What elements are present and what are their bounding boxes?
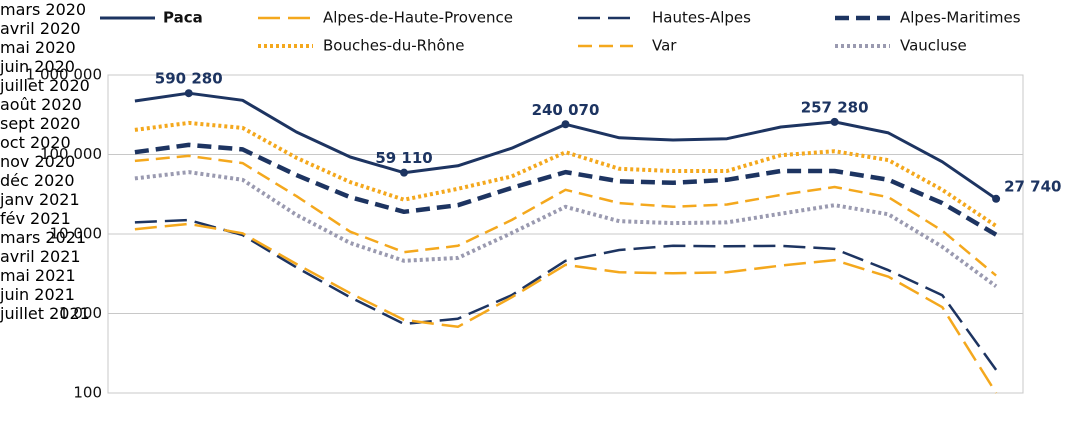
x-tick-label: avril 2021 — [0, 247, 81, 266]
legend-label: Paca — [163, 9, 203, 27]
x-tick-label: fév 2021 — [0, 209, 71, 228]
legend-label: Alpes-de-Haute-Provence — [323, 9, 513, 27]
data-label: 257 280 — [801, 98, 869, 116]
data-point — [992, 194, 1001, 203]
data-point — [184, 89, 193, 98]
x-tick-label: juillet 2021 — [0, 304, 90, 323]
legend-label: Alpes-Maritimes — [900, 9, 1021, 27]
series-line — [134, 142, 998, 237]
series-line — [134, 170, 998, 288]
data-label: 27 740 — [1004, 177, 1061, 195]
plot-frame — [107, 74, 1024, 394]
x-tick-label: déc 2020 — [0, 171, 75, 190]
series-line — [134, 218, 998, 371]
data-point — [830, 117, 839, 126]
x-tick-label: août 2020 — [0, 95, 82, 114]
data-label: 59 110 — [375, 149, 432, 167]
x-tick-label: sept 2020 — [0, 114, 81, 133]
legend-label: Bouches-du-Rhône — [323, 37, 464, 55]
legend-label: Vaucluse — [900, 37, 967, 55]
y-tick-label: 1 000 — [59, 304, 102, 322]
y-tick-label: 100 000 — [40, 145, 102, 163]
data-label: 590 280 — [155, 70, 223, 88]
x-tick-label: mars 2020 — [0, 0, 87, 19]
x-tick-label: mai 2021 — [0, 266, 76, 285]
x-tick-label: juin 2020 — [0, 57, 75, 76]
x-tick-label: juin 2021 — [0, 285, 75, 304]
x-tick-label: mars 2021 — [0, 228, 87, 247]
series-line — [134, 154, 997, 277]
x-tick-label: mai 2020 — [0, 38, 76, 57]
data-point — [400, 168, 409, 177]
x-tick-label: janv 2021 — [0, 190, 80, 209]
x-tick-label: juillet 2020 — [0, 76, 90, 95]
legend-label: Var — [652, 37, 677, 55]
x-tick-label: nov 2020 — [0, 152, 76, 171]
data-label: 240 070 — [532, 101, 600, 119]
data-point — [561, 120, 570, 129]
legend-label: Hautes-Alpes — [652, 9, 751, 27]
y-tick-label: 100 — [73, 384, 102, 402]
x-tick-label: oct 2020 — [0, 133, 71, 152]
y-tick-label: 1 000 000 — [26, 66, 102, 84]
series-line — [134, 222, 998, 394]
x-tick-label: avril 2020 — [0, 19, 81, 38]
y-tick-label: 10 000 — [50, 225, 103, 243]
